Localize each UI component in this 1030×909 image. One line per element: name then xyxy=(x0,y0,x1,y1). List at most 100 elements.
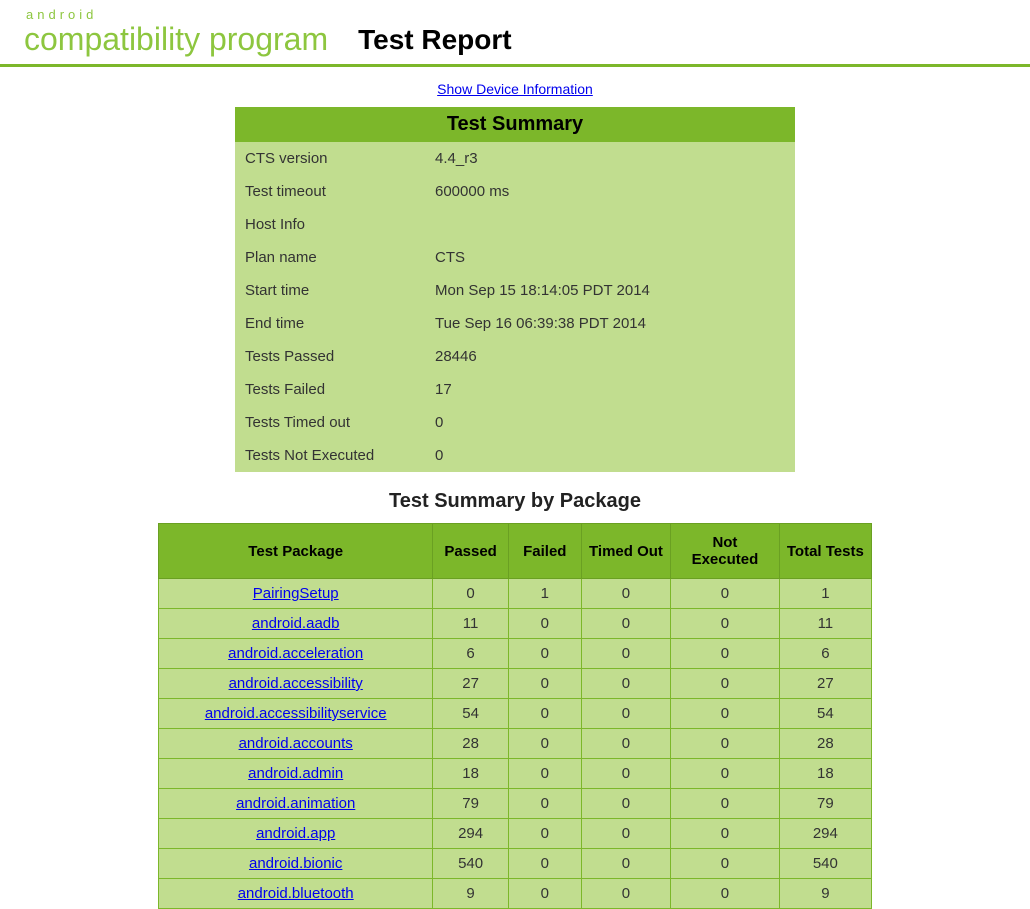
package-name-cell: android.accessibilityservice xyxy=(159,699,433,729)
summary-label: Tests Passed xyxy=(235,340,425,373)
not-executed-cell: 0 xyxy=(671,729,780,759)
package-link[interactable]: android.bluetooth xyxy=(238,885,354,902)
package-link[interactable]: android.animation xyxy=(236,795,355,812)
col-timed-out: Timed Out xyxy=(581,524,670,579)
package-link[interactable]: PairingSetup xyxy=(253,585,339,602)
total-cell: 18 xyxy=(779,759,871,789)
total-cell: 54 xyxy=(779,699,871,729)
timed-out-cell: 0 xyxy=(581,579,670,609)
table-row: android.admin1800018 xyxy=(159,759,872,789)
total-cell: 11 xyxy=(779,609,871,639)
package-link[interactable]: android.aadb xyxy=(252,615,340,632)
package-name-cell: android.animation xyxy=(159,789,433,819)
passed-cell: 18 xyxy=(433,759,508,789)
table-row: android.acceleration60006 xyxy=(159,639,872,669)
timed-out-cell: 0 xyxy=(581,849,670,879)
col-total-tests: Total Tests xyxy=(779,524,871,579)
table-row: android.bionic540000540 xyxy=(159,849,872,879)
package-name-cell: PairingSetup xyxy=(159,579,433,609)
failed-cell: 0 xyxy=(508,669,581,699)
timed-out-cell: 0 xyxy=(581,669,670,699)
summary-label: Test timeout xyxy=(235,175,425,208)
package-link[interactable]: android.acceleration xyxy=(228,645,363,662)
header-bar: android compatibility program Test Repor… xyxy=(0,0,1030,67)
package-link[interactable]: android.accounts xyxy=(239,735,353,752)
summary-value: 0 xyxy=(425,439,795,472)
logo-top-text: android xyxy=(24,8,328,21)
package-name-cell: android.admin xyxy=(159,759,433,789)
table-row: android.animation7900079 xyxy=(159,789,872,819)
by-package-heading: Test Summary by Package xyxy=(0,490,1030,513)
passed-cell: 540 xyxy=(433,849,508,879)
summary-value: 4.4_r3 xyxy=(425,142,795,175)
summary-value xyxy=(425,208,795,241)
package-link[interactable]: android.app xyxy=(256,825,335,842)
total-cell: 79 xyxy=(779,789,871,819)
test-summary-heading: Test Summary xyxy=(235,107,795,142)
failed-cell: 0 xyxy=(508,879,581,909)
col-not-executed: Not Executed xyxy=(671,524,780,579)
package-name-cell: android.accounts xyxy=(159,729,433,759)
summary-row: Tests Failed17 xyxy=(235,373,795,406)
col-test-package: Test Package xyxy=(159,524,433,579)
timed-out-cell: 0 xyxy=(581,699,670,729)
timed-out-cell: 0 xyxy=(581,879,670,909)
summary-value: CTS xyxy=(425,241,795,274)
not-executed-cell: 0 xyxy=(671,849,780,879)
total-cell: 1 xyxy=(779,579,871,609)
table-row: android.accessibility2700027 xyxy=(159,669,872,699)
passed-cell: 54 xyxy=(433,699,508,729)
summary-row: Tests Timed out0 xyxy=(235,406,795,439)
package-link[interactable]: android.bionic xyxy=(249,855,342,872)
summary-row: Plan nameCTS xyxy=(235,241,795,274)
package-summary-table: Test Package Passed Failed Timed Out Not… xyxy=(158,523,872,909)
not-executed-cell: 0 xyxy=(671,819,780,849)
show-device-info-link[interactable]: Show Device Information xyxy=(437,81,593,97)
summary-row: End timeTue Sep 16 06:39:38 PDT 2014 xyxy=(235,307,795,340)
summary-row: Start timeMon Sep 15 18:14:05 PDT 2014 xyxy=(235,274,795,307)
package-name-cell: android.bionic xyxy=(159,849,433,879)
logo-bottom-text: compatibility program xyxy=(24,23,328,55)
summary-value: Tue Sep 16 06:39:38 PDT 2014 xyxy=(425,307,795,340)
summary-label: Host Info xyxy=(235,208,425,241)
table-row: android.accessibilityservice5400054 xyxy=(159,699,872,729)
failed-cell: 0 xyxy=(508,789,581,819)
passed-cell: 28 xyxy=(433,729,508,759)
not-executed-cell: 0 xyxy=(671,609,780,639)
passed-cell: 9 xyxy=(433,879,508,909)
total-cell: 540 xyxy=(779,849,871,879)
package-name-cell: android.acceleration xyxy=(159,639,433,669)
col-failed: Failed xyxy=(508,524,581,579)
test-summary-table: Test Summary CTS version4.4_r3Test timeo… xyxy=(235,107,795,472)
summary-label: CTS version xyxy=(235,142,425,175)
summary-row: Tests Passed28446 xyxy=(235,340,795,373)
not-executed-cell: 0 xyxy=(671,789,780,819)
total-cell: 294 xyxy=(779,819,871,849)
failed-cell: 0 xyxy=(508,729,581,759)
summary-row: Test timeout600000 ms xyxy=(235,175,795,208)
failed-cell: 0 xyxy=(508,849,581,879)
summary-label: End time xyxy=(235,307,425,340)
summary-label: Start time xyxy=(235,274,425,307)
not-executed-cell: 0 xyxy=(671,669,780,699)
not-executed-cell: 0 xyxy=(671,579,780,609)
failed-cell: 0 xyxy=(508,759,581,789)
package-name-cell: android.app xyxy=(159,819,433,849)
summary-value: 0 xyxy=(425,406,795,439)
table-row: PairingSetup01001 xyxy=(159,579,872,609)
total-cell: 9 xyxy=(779,879,871,909)
package-link[interactable]: android.admin xyxy=(248,765,343,782)
passed-cell: 0 xyxy=(433,579,508,609)
summary-label: Tests Timed out xyxy=(235,406,425,439)
failed-cell: 0 xyxy=(508,609,581,639)
summary-label: Tests Failed xyxy=(235,373,425,406)
package-link[interactable]: android.accessibility xyxy=(229,675,363,692)
summary-label: Tests Not Executed xyxy=(235,439,425,472)
not-executed-cell: 0 xyxy=(671,759,780,789)
logo: android compatibility program xyxy=(24,8,328,55)
summary-value: 17 xyxy=(425,373,795,406)
table-row: android.app294000294 xyxy=(159,819,872,849)
passed-cell: 6 xyxy=(433,639,508,669)
summary-value: Mon Sep 15 18:14:05 PDT 2014 xyxy=(425,274,795,307)
package-link[interactable]: android.accessibilityservice xyxy=(205,705,387,722)
